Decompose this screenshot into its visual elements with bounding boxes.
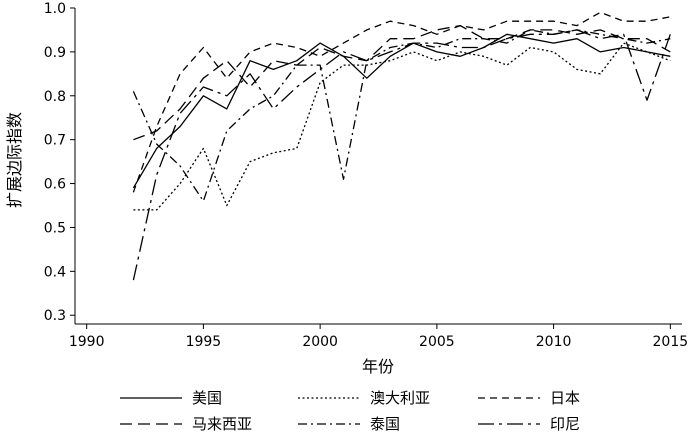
x-axis-title: 年份 [362, 357, 394, 376]
y-tick-label: 0.9 [44, 45, 66, 61]
x-tick-label: 2015 [653, 334, 689, 350]
series-line [132, 29, 671, 202]
series-line [132, 11, 671, 193]
x-tick-label: 2010 [536, 334, 572, 350]
series-line [133, 42, 671, 211]
legend-label: 美国 [192, 389, 222, 407]
series-line [132, 33, 671, 189]
chart-axes: 0.3 0.4 0.5 0.6 0.7 0.8 0.9 1.0 1990 1995 2000 2005… [44, 1, 688, 350]
y-axis-title: 扩展边际指数 [5, 112, 24, 208]
legend-label: 泰国 [370, 415, 400, 433]
y-tick-label: 0.3 [44, 308, 66, 324]
x-tick-label: 1995 [186, 334, 222, 350]
series-line [132, 29, 671, 281]
x-tick-label: 2000 [302, 334, 338, 350]
legend-label: 马来西亚 [192, 415, 252, 433]
y-tick-label: 1.0 [44, 1, 66, 17]
x-tick-label: 1990 [69, 334, 105, 350]
x-tick-label: 2005 [419, 334, 455, 350]
chart-series [132, 11, 671, 281]
y-tick-label: 0.8 [44, 89, 66, 105]
y-tick-label: 0.7 [44, 133, 66, 149]
legend-label: 日本 [550, 389, 580, 407]
y-tick-label: 0.6 [44, 177, 66, 193]
legend-label: 印尼 [550, 415, 580, 433]
y-tick-label: 0.5 [44, 220, 66, 236]
y-tick-label: 0.4 [44, 264, 66, 280]
legend-label: 澳大利亚 [370, 389, 430, 407]
series-line [133, 24, 671, 141]
